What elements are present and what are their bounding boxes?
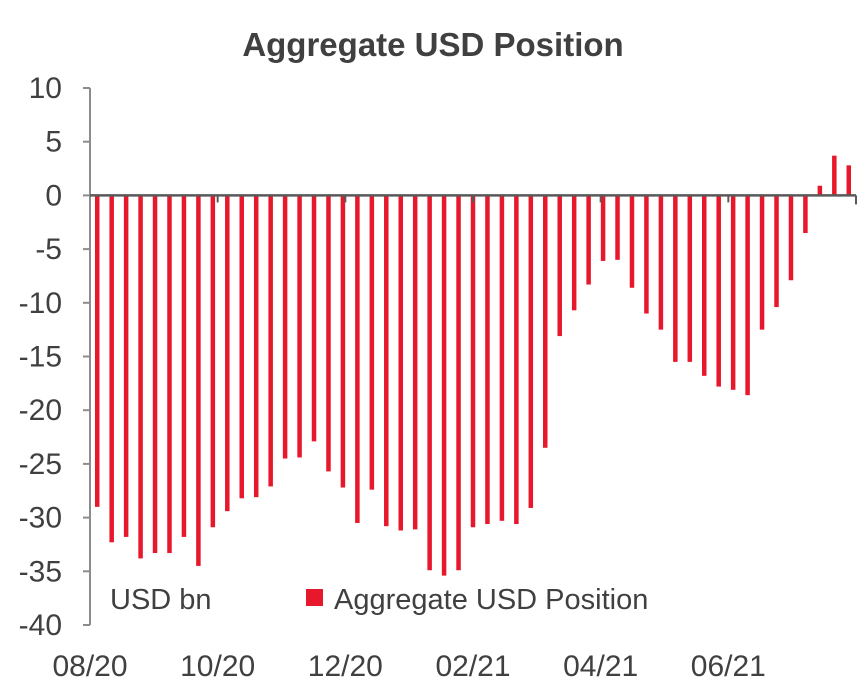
- bar: [774, 195, 779, 308]
- bar: [123, 195, 129, 537]
- bar: [398, 195, 403, 531]
- bar: [615, 195, 620, 260]
- bar: [716, 195, 721, 387]
- bar: [644, 195, 649, 314]
- x-tick-label: 12/20: [308, 650, 383, 683]
- y-tick-label: -10: [19, 287, 62, 320]
- bar: [138, 195, 143, 559]
- bar-series: [94, 155, 852, 576]
- bar: [268, 195, 273, 487]
- x-tick-label: 06/21: [691, 650, 766, 683]
- bar: [571, 195, 577, 311]
- unit-label: USD bn: [110, 584, 212, 616]
- bar: [167, 195, 172, 554]
- x-tick-label: 02/21: [435, 650, 510, 683]
- bar: [196, 195, 201, 566]
- legend-swatch: [306, 589, 323, 606]
- bar: [456, 195, 461, 571]
- bar: [514, 195, 519, 525]
- bar: [109, 195, 114, 543]
- bar: [788, 195, 794, 281]
- bar: [311, 195, 317, 442]
- y-tick-label: -15: [19, 341, 62, 374]
- y-tick-label: -40: [19, 609, 62, 642]
- bar: [586, 195, 591, 285]
- y-tick-label: 0: [45, 179, 62, 212]
- legend-label: Aggregate USD Position: [334, 584, 648, 616]
- bar: [225, 195, 230, 512]
- chart-title: Aggregate USD Position: [242, 26, 624, 63]
- bar: [152, 195, 158, 554]
- y-tick-label: 5: [45, 126, 62, 159]
- bar: [340, 195, 346, 488]
- bar: [94, 195, 100, 507]
- y-tick-label: -5: [35, 233, 62, 266]
- bar: [384, 195, 389, 527]
- bar: [326, 195, 331, 472]
- y-tick-label: -35: [19, 555, 62, 588]
- bar: [441, 195, 447, 576]
- bar: [673, 195, 678, 362]
- bar: [181, 195, 187, 537]
- x-tick-label: 08/20: [52, 650, 127, 683]
- bar: [369, 195, 375, 490]
- bar: [846, 165, 852, 196]
- bar: [832, 155, 837, 196]
- x-axis-ticks: 08/20 10/20 12/20 02/21 04/21 06/21: [52, 195, 857, 683]
- bar: [412, 195, 418, 530]
- x-tick-label: 04/21: [563, 650, 638, 683]
- bar: [253, 195, 259, 498]
- y-tick-label: -30: [19, 502, 62, 535]
- bar: [297, 195, 302, 458]
- legend: Aggregate USD Position: [306, 584, 648, 616]
- bar: [557, 195, 562, 337]
- y-tick-label: 10: [29, 72, 62, 105]
- bar: [687, 195, 693, 362]
- bar: [210, 195, 216, 528]
- bar: [470, 195, 476, 528]
- bar: [543, 195, 548, 448]
- y-tick-label: -25: [19, 448, 62, 481]
- y-tick-label: -20: [19, 394, 62, 427]
- bar: [702, 195, 707, 376]
- bar: [759, 195, 765, 330]
- bar: [817, 185, 823, 196]
- bar: [730, 195, 736, 390]
- bar: [745, 195, 750, 396]
- bar: [355, 195, 360, 523]
- bar: [600, 195, 606, 261]
- x-tick-label: 10/20: [180, 650, 255, 683]
- bar: [803, 195, 808, 233]
- bar: [427, 195, 432, 571]
- bar: [658, 195, 664, 330]
- bar: [282, 195, 288, 459]
- y-axis-ticks: 10 5 0 -5 -10 -15 -20 -25 -30 -35 -40: [19, 72, 90, 642]
- bar: [499, 195, 505, 521]
- bar: [239, 195, 244, 499]
- bar: [528, 195, 534, 508]
- bar: [629, 195, 635, 288]
- bar: [485, 195, 490, 525]
